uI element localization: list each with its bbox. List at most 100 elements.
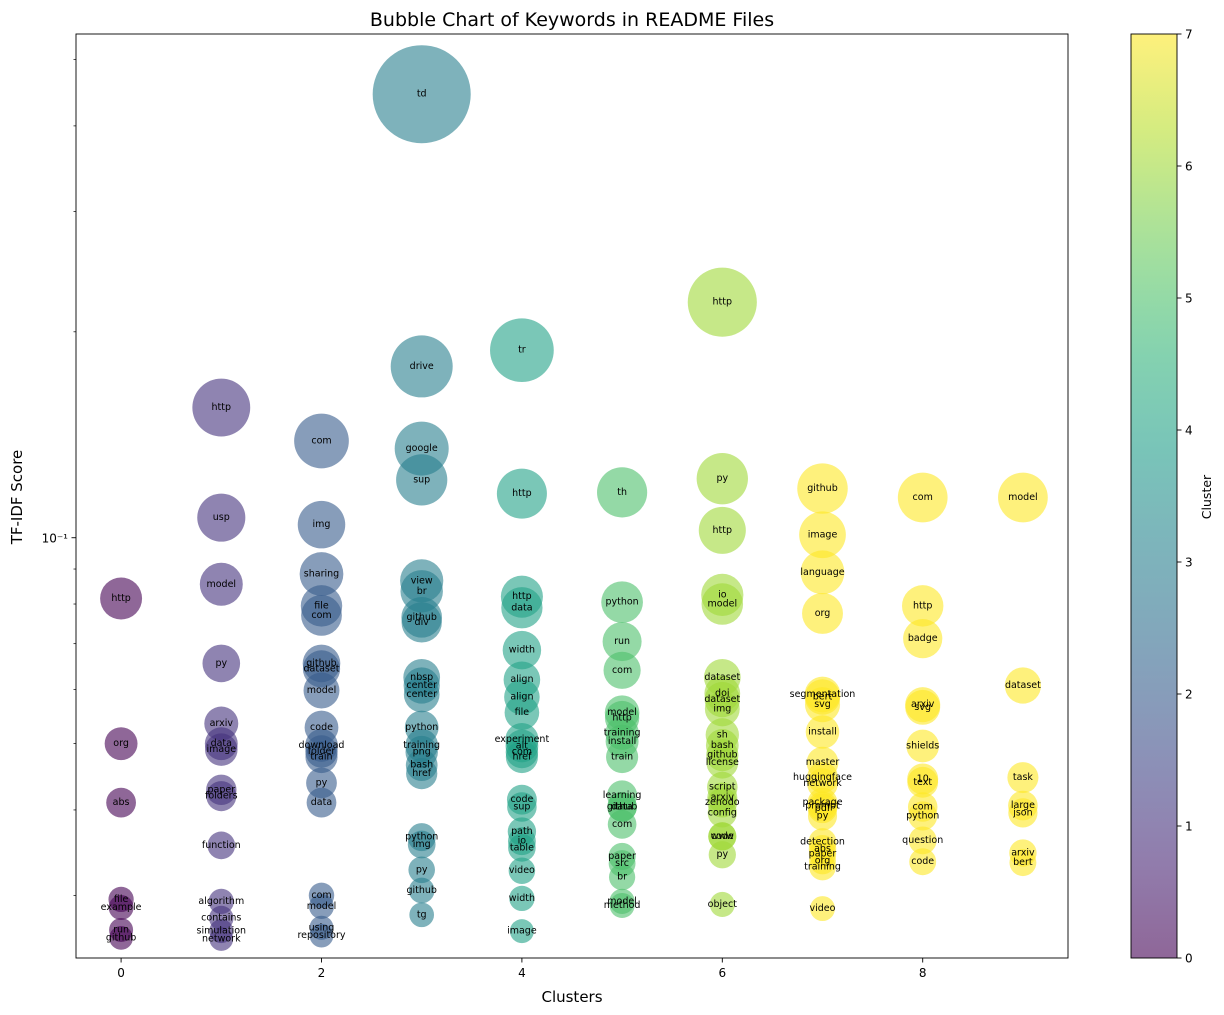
bubble-td [372,45,471,144]
bubble-model [701,583,744,625]
bubble-label: svg [814,699,831,710]
bubble-label: github [406,612,436,623]
bubble-label: dataset [704,694,740,705]
bubble-repository [309,923,334,948]
bubble-label: bert [1013,857,1033,868]
bubble-label: master [806,757,840,768]
bubble-example [108,895,134,920]
bubble-label: python [405,722,438,733]
bubble-label: bash [711,740,734,751]
bubble-label: data [611,801,632,812]
bubble-label: file [114,894,129,905]
bubble-img [704,691,740,727]
bubble-label: function [202,840,241,851]
bubble-label: contains [201,913,241,924]
bubble-label: large [1011,800,1035,811]
bubble-label: network [803,778,842,789]
bubble-label: code [510,794,533,805]
colorbar-tick-label: 0 [1185,952,1193,966]
bubble-label: github [707,750,737,761]
bubble-label: center [406,689,437,700]
bubble-method [609,892,635,918]
bubble-label: http [713,297,733,308]
bubble-sup [507,792,537,822]
bubble-http [698,506,746,554]
bubble-label: th [617,487,627,498]
bubble-label: tg [417,909,427,920]
bubble-label: image [808,529,838,540]
bubble-label: example [101,902,142,913]
bubble-label: http [212,402,232,413]
bubble-label: training [403,740,440,751]
bubble-label: github [406,885,436,896]
bubble-github [408,877,435,904]
bubble-label: div [415,617,430,628]
bubble-label: data [311,797,332,808]
colorbar-tick-label: 6 [1185,160,1193,174]
bubble-file [504,695,540,730]
x-tick-label: 4 [518,966,526,980]
bubble-layer [100,45,1048,951]
bubble-label: shields [906,741,939,752]
bubble-label: com [612,819,632,830]
x-tick-label: 6 [718,966,726,980]
bubble-label: com [612,665,632,676]
bubble-label: width [509,645,535,656]
bubble-label: python [906,810,939,821]
bubble-label: detection [800,837,845,848]
bubble-usp [197,493,246,542]
bubble-label: folders [205,791,238,802]
bubble-label: file [515,707,530,718]
bubble-label: code [711,831,734,842]
bubble-training [809,853,836,881]
colorbar-tick-label: 5 [1185,292,1193,306]
bubble-label: training [804,862,841,873]
bubble-label: py [215,658,227,669]
colorbar-gradient [1131,34,1177,958]
bubble-label: github [607,801,637,812]
bubble-label: model [1008,492,1038,503]
bubble-shields [906,729,940,763]
bubble-br [608,864,636,891]
bubble-label: bert [813,692,833,703]
colorbar-tick-label: 1 [1185,820,1193,834]
bubble-label: abs [113,797,130,808]
bubble-label: src [615,858,629,869]
bubble-label: huggingface [793,772,852,783]
bubble-label: data [211,738,232,749]
bubble-label: json [1012,807,1032,818]
bubble-href [505,740,538,774]
bubble-label: image [507,926,537,937]
bubble-image [799,511,846,559]
bubble-label: google [406,443,438,454]
bubble-object [709,891,735,917]
axes: 0 2 4 6 8 10⁻¹ [42,33,1069,980]
bubble-label: model [708,599,738,610]
bubble-label: arxiv [1011,848,1035,859]
bubble-label: method [604,900,641,911]
bubble-label: py [416,864,428,875]
bubble-label: text [913,777,932,788]
bubble-label: com [512,747,532,758]
bubble-label: prompt [805,801,840,812]
bubble-label: href [512,752,532,763]
bubble-label: config [708,807,737,818]
bubble-div [401,602,442,643]
x-tick-label: 0 [117,966,125,980]
bubble-python [908,801,938,831]
bubble-label: install [808,726,836,737]
bubble-github [797,463,848,514]
bubble-label: run [614,636,630,647]
bubble-label: www [711,831,735,842]
bubble-label: href [412,768,432,779]
bubble-width [509,885,535,912]
bubble-label: package [802,797,842,808]
x-tick-label: 8 [919,966,927,980]
bubble-train [305,740,338,774]
bubble-org [104,727,138,761]
bubble-label: org [815,855,831,866]
colorbar: 0 1 2 3 4 5 6 7 [1130,28,1193,966]
bubble-com [607,810,637,839]
bubble-com [603,651,641,689]
colorbar-label: Cluster [1199,474,1214,519]
